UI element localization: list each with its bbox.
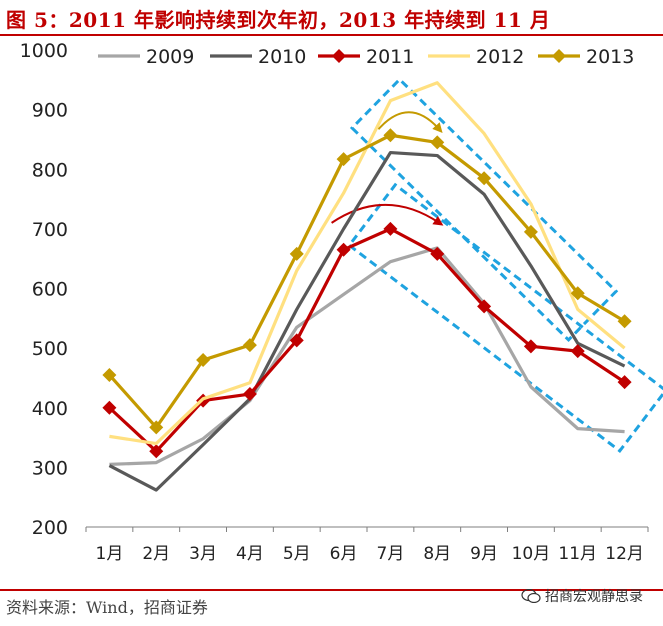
x-tick-label: 7月 bbox=[377, 544, 405, 564]
x-tick-label: 10月 bbox=[512, 544, 551, 564]
source-note: 资料来源：Wind，招商证券 bbox=[6, 598, 208, 617]
data-point-2011 bbox=[242, 387, 257, 402]
arrow-2011 bbox=[331, 203, 444, 226]
data-point-2013 bbox=[523, 224, 538, 239]
highlight-box-2013 bbox=[349, 77, 619, 343]
legend-label-2010: 2010 bbox=[258, 46, 306, 68]
data-point-2013 bbox=[289, 246, 304, 261]
x-tick-label: 12月 bbox=[605, 544, 644, 564]
data-point-2013 bbox=[102, 367, 117, 382]
legend: 2009 2010 2011 2012 2013 bbox=[98, 46, 634, 68]
y-tick-label: 500 bbox=[32, 338, 68, 360]
series-line-2009 bbox=[109, 246, 625, 466]
data-point-2013 bbox=[383, 128, 398, 143]
legend-label-2009: 2009 bbox=[146, 46, 194, 68]
x-tick-label: 11月 bbox=[558, 544, 597, 564]
data-point-2013 bbox=[477, 171, 492, 186]
legend-label-2011: 2011 bbox=[366, 46, 414, 68]
y-tick-label: 600 bbox=[32, 279, 68, 301]
series-line-2013 bbox=[108, 133, 626, 430]
arrow-2013 bbox=[377, 111, 443, 133]
x-tick-label: 1月 bbox=[96, 544, 124, 564]
data-point-2013 bbox=[430, 135, 445, 150]
title-rule bbox=[0, 34, 663, 36]
data-point-2013 bbox=[336, 152, 351, 167]
x-tick-label: 2月 bbox=[142, 544, 170, 564]
y-tick-label: 200 bbox=[32, 517, 68, 539]
data-point-2011 bbox=[336, 242, 351, 257]
data-point-2011 bbox=[523, 339, 538, 354]
x-tick-label: 4月 bbox=[236, 544, 264, 564]
brand-watermark: 招商宏观静思录 bbox=[521, 586, 643, 606]
figure-title: 图 5：2011 年影响持续到次年初，2013 年持续到 11 月 bbox=[6, 8, 551, 32]
data-point-2011 bbox=[617, 375, 632, 390]
data-point-2011 bbox=[430, 246, 445, 261]
x-tick-label: 6月 bbox=[330, 544, 358, 564]
data-point-2013 bbox=[570, 286, 585, 301]
axes: 200 300 400 500 600 700 800 900 1000 1月 2月 3月 4月 5月 6月… bbox=[20, 40, 649, 564]
y-tick-label: 1000 bbox=[20, 40, 68, 62]
series-line-2010 bbox=[108, 150, 626, 492]
legend-marker-2011 bbox=[332, 49, 346, 63]
data-point-2013 bbox=[617, 314, 632, 329]
data-point-2011 bbox=[383, 221, 398, 236]
legend-marker-2013 bbox=[552, 49, 566, 63]
x-tick-label: 5月 bbox=[283, 544, 311, 564]
x-tick-label: 8月 bbox=[423, 544, 451, 564]
x-tick-label: 3月 bbox=[189, 544, 217, 564]
series-lines bbox=[102, 81, 632, 492]
data-point-2013 bbox=[196, 353, 211, 368]
x-tick-label: 9月 bbox=[470, 544, 498, 564]
data-point-2013 bbox=[149, 420, 164, 435]
annotation-arrows bbox=[331, 111, 444, 226]
legend-label-2013: 2013 bbox=[586, 46, 634, 68]
brand-name: 招商宏观静思录 bbox=[545, 589, 643, 605]
data-point-2011 bbox=[477, 299, 492, 314]
wechat-icon bbox=[521, 589, 541, 603]
data-point-2013 bbox=[242, 338, 257, 353]
data-point-2011 bbox=[289, 333, 304, 348]
legend-label-2012: 2012 bbox=[476, 46, 524, 68]
source-rule bbox=[0, 589, 663, 591]
y-tick-label: 400 bbox=[32, 398, 68, 420]
data-point-2011 bbox=[149, 444, 164, 459]
data-point-2011 bbox=[102, 400, 117, 415]
y-tick-label: 300 bbox=[32, 457, 68, 479]
y-tick-label: 900 bbox=[32, 100, 68, 122]
data-point-2011 bbox=[570, 344, 585, 359]
y-tick-label: 700 bbox=[32, 219, 68, 241]
y-tick-label: 800 bbox=[32, 159, 68, 181]
series-line-2012 bbox=[109, 81, 626, 446]
series-line-2011 bbox=[108, 227, 626, 453]
